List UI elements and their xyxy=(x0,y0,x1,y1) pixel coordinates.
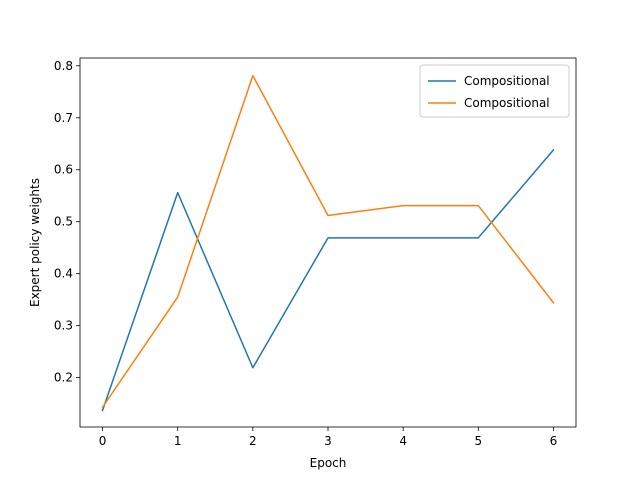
y-tick-label: 0.2 xyxy=(54,371,73,385)
y-tick-label: 0.4 xyxy=(54,267,73,281)
x-tick-label: 4 xyxy=(399,434,407,448)
x-axis: 0 1 2 3 4 5 6 xyxy=(99,427,558,448)
x-tick-label: 3 xyxy=(324,434,332,448)
series-layer xyxy=(101,74,555,412)
y-tick-label: 0.3 xyxy=(54,319,73,333)
x-tick-label: 5 xyxy=(474,434,482,448)
series-line-1 xyxy=(101,148,555,412)
y-axis-label: Expert policy weights xyxy=(28,178,42,307)
x-axis-label: Epoch xyxy=(310,456,347,470)
series-line-2 xyxy=(101,74,555,409)
legend: Compositional Compositional xyxy=(419,64,570,118)
y-tick-label: 0.5 xyxy=(54,215,73,229)
y-axis: 0.2 0.3 0.4 0.5 0.6 0.7 0.8 xyxy=(54,59,80,385)
legend-box xyxy=(419,64,570,118)
y-tick-label: 0.6 xyxy=(54,163,73,177)
x-tick-label: 0 xyxy=(99,434,107,448)
x-tick-label: 1 xyxy=(174,434,182,448)
legend-label-2: Compositional xyxy=(464,96,550,110)
y-tick-label: 0.8 xyxy=(54,59,73,73)
y-tick-label: 0.7 xyxy=(54,111,73,125)
x-tick-label: 6 xyxy=(550,434,558,448)
legend-label-1: Compositional xyxy=(464,74,550,88)
x-tick-label: 2 xyxy=(249,434,257,448)
